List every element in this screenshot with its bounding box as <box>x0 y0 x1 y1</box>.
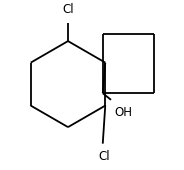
Text: Cl: Cl <box>62 3 74 16</box>
Text: OH: OH <box>114 106 132 120</box>
Text: Cl: Cl <box>99 150 110 163</box>
